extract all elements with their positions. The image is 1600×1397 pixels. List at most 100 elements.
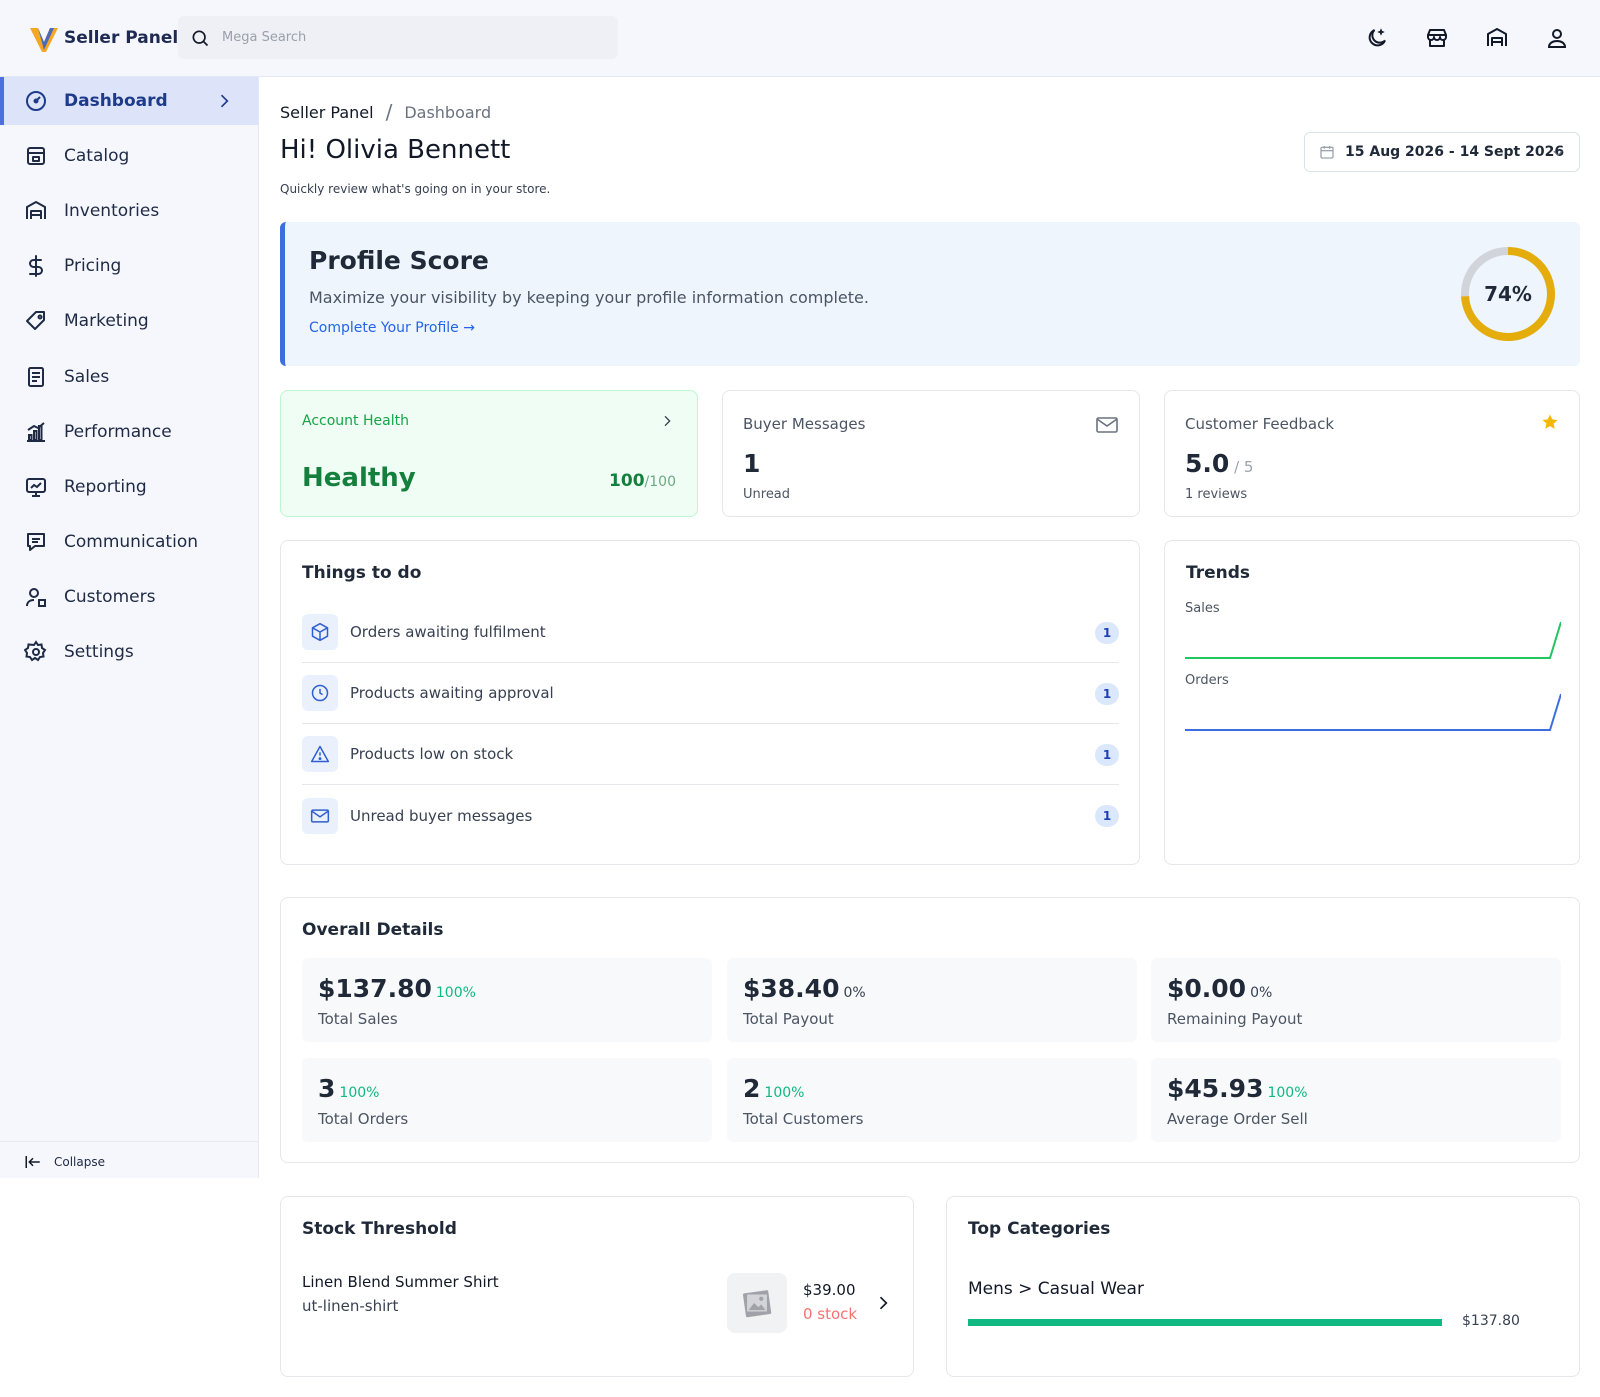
- stat-value: 2 100%: [743, 1074, 804, 1103]
- profile-score-banner: Profile Score Maximize your visibility b…: [280, 222, 1580, 366]
- sidebar-item-inventories[interactable]: Inventories: [0, 187, 258, 235]
- sidebar-item-sales[interactable]: Sales: [0, 353, 258, 401]
- stat-total-orders: 3 100% Total Orders: [302, 1058, 712, 1142]
- sidebar-item-marketing[interactable]: Marketing: [0, 297, 258, 345]
- stat-change: 100%: [1267, 1085, 1308, 1101]
- top-header: Seller Panel: [0, 0, 1600, 77]
- stat-change: 100%: [764, 1085, 805, 1101]
- category-value: $137.80: [1462, 1313, 1520, 1329]
- customer-feedback-card[interactable]: Customer Feedback 5.0 / 5 1 reviews: [1164, 390, 1580, 517]
- stat-label: Total Payout: [743, 1010, 834, 1028]
- sidebar-item-label: Inventories: [64, 201, 160, 221]
- product-sku: ut-linen-shirt: [302, 1297, 399, 1315]
- receipt-icon: [28, 367, 44, 387]
- logo[interactable]: Seller Panel: [28, 22, 178, 54]
- product-stock-qty: 0 stock: [803, 1305, 858, 1323]
- sidebar-item-label: Reporting: [64, 477, 147, 497]
- stat-value: $137.80 100%: [318, 974, 476, 1003]
- warehouse-icon[interactable]: [1485, 26, 1509, 50]
- stat-value: 3 100%: [318, 1074, 379, 1103]
- sidebar-item-communication[interactable]: Communication: [0, 518, 258, 566]
- stat-label: Average Order Sell: [1167, 1110, 1308, 1128]
- date-range-picker[interactable]: 15 Aug 2026 - 14 Sept 2026: [1304, 132, 1580, 172]
- sidebar: Dashboard Catalog Inventories Pricing Ma…: [0, 77, 259, 1178]
- todo-count-badge: 1: [1095, 622, 1119, 644]
- stat-label: Total Orders: [318, 1110, 409, 1128]
- top-categories-title: Top Categories: [968, 1219, 1111, 1239]
- buyer-messages-card[interactable]: Buyer Messages 1 Unread: [722, 390, 1140, 517]
- page-title: Hi! Olivia Bennett: [280, 135, 511, 165]
- collapse-button[interactable]: Collapse: [0, 1141, 258, 1181]
- sidebar-item-catalog[interactable]: Catalog: [0, 132, 258, 180]
- complete-profile-link[interactable]: Complete Your Profile →: [309, 320, 475, 336]
- todo-label: Unread buyer messages: [350, 806, 533, 825]
- stat-total-customers: 2 100% Total Customers: [727, 1058, 1137, 1142]
- breadcrumb-root[interactable]: Seller Panel: [280, 102, 374, 122]
- search-icon: [192, 30, 209, 46]
- stat-number: $137.80: [318, 974, 432, 1003]
- stat-number: $45.93: [1167, 1074, 1264, 1103]
- trends-title: Trends: [1186, 563, 1251, 583]
- sidebar-item-performance[interactable]: Performance: [0, 408, 258, 456]
- chat-icon: [27, 533, 45, 551]
- breadcrumb-current: Dashboard: [404, 102, 492, 122]
- top-categories-card: Top Categories Mens > Casual Wear $137.8…: [946, 1196, 1580, 1377]
- todo-label: Orders awaiting fulfilment: [350, 623, 546, 641]
- stat-total-sales: $137.80 100% Total Sales: [302, 958, 712, 1042]
- stat-number: $38.40: [743, 974, 840, 1003]
- category-bar: [968, 1319, 1442, 1326]
- sidebar-item-label: Catalog: [64, 146, 130, 166]
- sidebar-item-label: Performance: [64, 422, 172, 442]
- stat-number: 3: [318, 1074, 336, 1103]
- profile-score-ring: [1461, 247, 1555, 341]
- user-icon[interactable]: [1545, 26, 1569, 50]
- calendar-icon: [1320, 146, 1334, 159]
- trend-orders-label: Orders: [1185, 673, 1229, 688]
- sales-sparkline: [1185, 621, 1561, 659]
- sidebar-item-pricing[interactable]: Pricing: [0, 242, 258, 290]
- sidebar-item-label: Marketing: [64, 311, 149, 331]
- todo-item[interactable]: Orders awaiting fulfilment 1: [302, 602, 1119, 663]
- clock-icon: [302, 675, 338, 711]
- tag-icon: [26, 311, 45, 330]
- stat-label: Total Customers: [743, 1110, 864, 1128]
- report-icon: [26, 478, 46, 497]
- store-icon[interactable]: [1425, 26, 1449, 50]
- todo-count-badge: 1: [1095, 744, 1119, 766]
- sidebar-item-customers[interactable]: Customers: [0, 573, 258, 621]
- sidebar-item-label: Dashboard: [64, 91, 168, 111]
- stat-value: $45.93 100%: [1167, 1074, 1308, 1103]
- chevron-right-icon[interactable]: [873, 1293, 893, 1313]
- todo-item[interactable]: Products low on stock 1: [302, 724, 1119, 785]
- account-health-score-value: 100: [609, 471, 645, 491]
- sidebar-item-reporting[interactable]: Reporting: [0, 463, 258, 511]
- search-input[interactable]: [222, 30, 602, 45]
- rating-max: / 5: [1229, 458, 1254, 476]
- todo-count-badge: 1: [1095, 805, 1119, 827]
- todo-label: Products awaiting approval: [350, 684, 554, 702]
- sidebar-item-dashboard[interactable]: Dashboard: [0, 77, 258, 125]
- account-health-score: 100/100: [609, 471, 676, 491]
- stat-remaining-payout: $0.00 0% Remaining Payout: [1151, 958, 1561, 1042]
- todo-item[interactable]: Products awaiting approval 1: [302, 663, 1119, 724]
- things-to-do-title: Things to do: [302, 563, 422, 583]
- customer-feedback-title: Customer Feedback: [1185, 415, 1335, 433]
- account-health-card[interactable]: Account Health Healthy 100/100: [280, 390, 698, 517]
- todo-item[interactable]: Unread buyer messages 1: [302, 785, 1119, 846]
- mail-icon: [1096, 417, 1118, 433]
- bar-chart-icon: [27, 422, 45, 442]
- mega-search[interactable]: [178, 16, 618, 59]
- moon-icon[interactable]: [1365, 26, 1389, 50]
- things-to-do-card: Things to do Orders awaiting fulfilment …: [280, 540, 1140, 865]
- sidebar-item-settings[interactable]: Settings: [0, 628, 258, 676]
- sidebar-item-label: Customers: [64, 587, 156, 607]
- collapse-icon: [25, 1155, 40, 1168]
- breadcrumb-separator: /: [385, 100, 393, 124]
- sidebar-item-label: Settings: [64, 642, 134, 662]
- todo-count-badge: 1: [1095, 683, 1119, 705]
- customer-feedback-rating: 5.0 / 5: [1185, 449, 1253, 478]
- account-health-score-max: /100: [644, 474, 676, 490]
- stock-threshold-card: Stock Threshold Linen Blend Summer Shirt…: [280, 1196, 914, 1377]
- trend-sales-label: Sales: [1185, 601, 1220, 616]
- mail-icon: [302, 797, 338, 834]
